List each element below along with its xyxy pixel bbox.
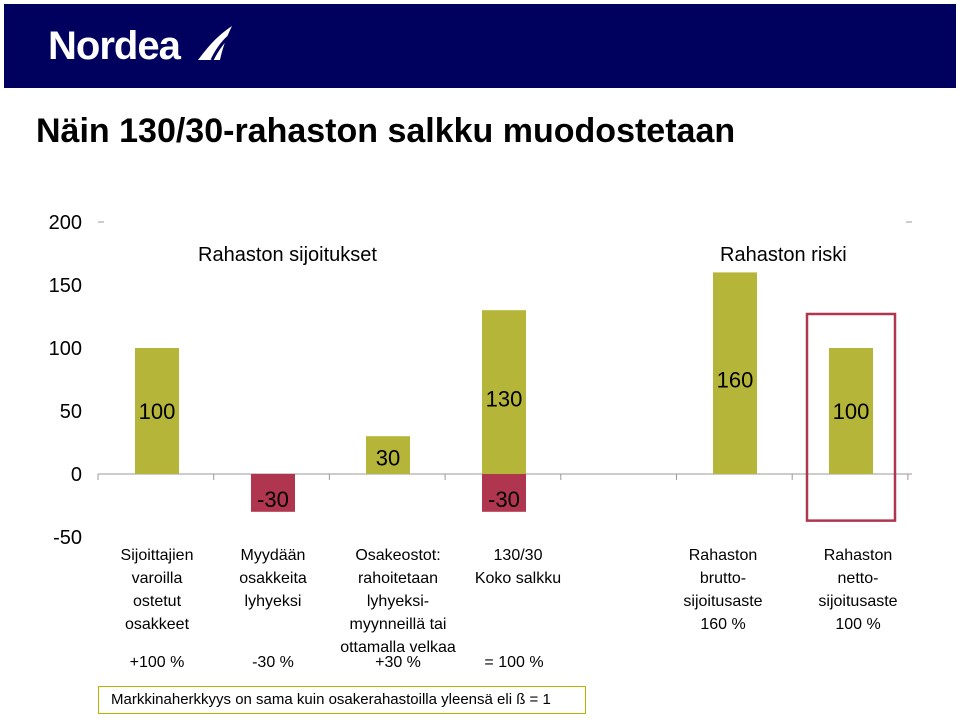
brand-header: Nordea: [4, 4, 956, 88]
y-tick-label: 50: [60, 401, 82, 423]
category-percent: +30 %: [375, 654, 421, 671]
y-tick-label: -50: [53, 527, 82, 549]
footnote: Markkinaherkkyys on sama kuin osakerahas…: [98, 686, 586, 714]
category-percent: = 100 %: [484, 654, 544, 671]
bar-value-label: -30: [257, 487, 289, 512]
category-label: Rahaston brutto-sijoitusaste 160 %: [683, 547, 763, 633]
bar: [829, 348, 873, 474]
y-tick-label: 150: [49, 275, 82, 297]
bar-value-label: 100: [139, 399, 176, 424]
bar-value-label: 100: [833, 399, 870, 424]
highlight-frame: [805, 312, 897, 522]
category-label: 130/30 Koko salkku: [474, 547, 562, 587]
bar-value-label: 30: [376, 446, 400, 471]
category-percent: -30 %: [252, 654, 294, 671]
y-tick-label: 200: [49, 212, 82, 234]
bar: [482, 310, 526, 474]
bar-value-label: 160: [717, 368, 754, 393]
bar: [251, 474, 295, 512]
section-label-investments: Rahaston sijoitukset: [198, 244, 377, 266]
category-label: Rahaston netto-sijoitusaste 100 %: [818, 547, 898, 633]
y-tick-label: 0: [71, 464, 82, 486]
bar: [713, 272, 757, 474]
nordea-logo: Nordea: [48, 24, 181, 68]
bar-value-label: 130: [486, 386, 523, 411]
bar: [135, 348, 179, 474]
category-label: Sijoittajien varoilla ostetut osakkeet: [120, 547, 194, 633]
category-label: Osakeostot: rahoitetaan lyhyeksi-myynneill…: [340, 547, 456, 656]
section-label-risk: Rahaston riski: [720, 244, 847, 266]
y-tick-label: 100: [49, 338, 82, 360]
category-label: Myydään osakkeita lyhyeksi: [239, 547, 307, 610]
category-percent: +100 %: [129, 654, 185, 671]
bar-value-label: -30: [488, 487, 520, 512]
bar: [366, 436, 410, 474]
sail-logo-icon: [198, 26, 232, 61]
page-title: Näin 130/30-rahaston salkku muodostetaan: [36, 112, 736, 150]
bar: [482, 474, 526, 512]
